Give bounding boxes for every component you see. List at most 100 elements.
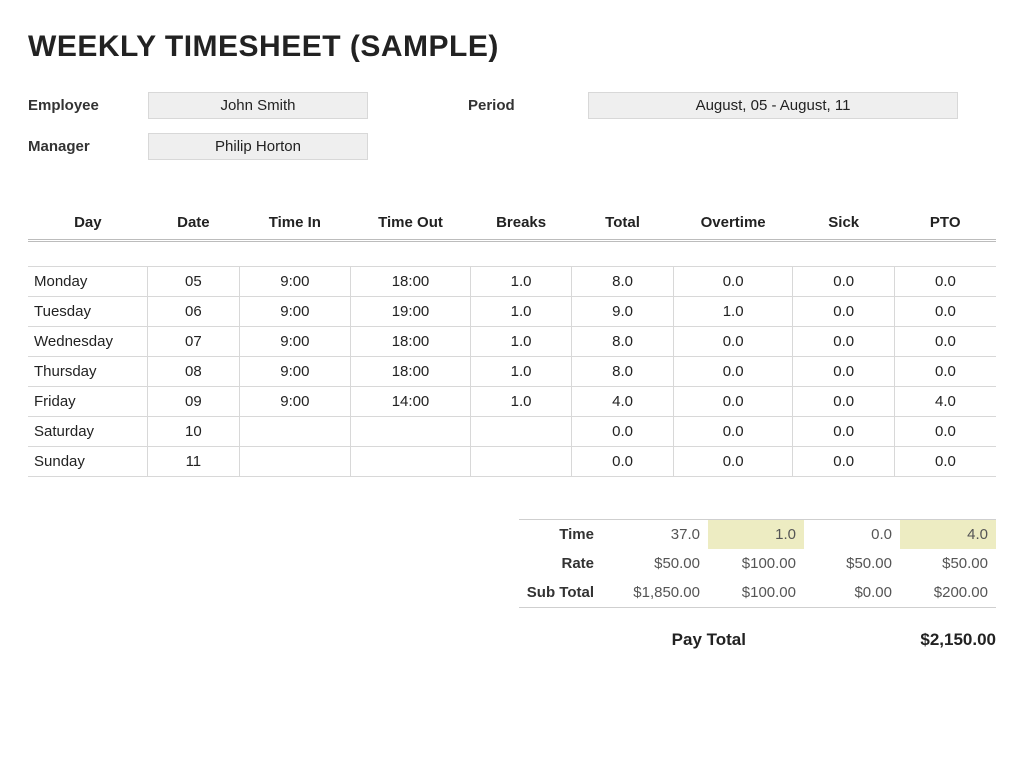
table-cell: Saturday	[28, 417, 148, 447]
table-header-row: Day Date Time In Time Out Breaks Total O…	[28, 208, 996, 241]
table-cell: 0.0	[894, 447, 996, 477]
table-cell: 0.0	[793, 267, 894, 297]
table-row: Friday099:0014:001.04.00.00.04.0	[28, 387, 996, 417]
period-label: Period	[468, 97, 588, 114]
summary-time-ot: 1.0	[708, 520, 804, 550]
employee-label: Employee	[28, 97, 148, 114]
col-time-in: Time In	[239, 208, 351, 241]
timesheet-table: Day Date Time In Time Out Breaks Total O…	[28, 208, 996, 477]
table-cell: 05	[148, 267, 239, 297]
table-cell: 1.0	[470, 327, 571, 357]
col-overtime: Overtime	[673, 208, 793, 241]
summary-rate-sick: $50.00	[804, 549, 900, 578]
table-cell: Monday	[28, 267, 148, 297]
table-cell	[470, 447, 571, 477]
table-cell: 11	[148, 447, 239, 477]
table-cell: 1.0	[470, 267, 571, 297]
period-value: August, 05 - August, 11	[588, 92, 958, 119]
table-cell: 0.0	[894, 417, 996, 447]
table-cell: 19:00	[351, 297, 471, 327]
table-cell: 0.0	[673, 417, 793, 447]
col-total: Total	[572, 208, 673, 241]
table-cell: 1.0	[470, 297, 571, 327]
summary-time-total: 37.0	[612, 520, 708, 550]
table-cell: Friday	[28, 387, 148, 417]
table-cell: 0.0	[673, 267, 793, 297]
summary-time-pto: 4.0	[900, 520, 996, 550]
pay-total-label: Pay Total	[672, 630, 746, 650]
table-cell: 1.0	[470, 387, 571, 417]
table-cell: 0.0	[894, 297, 996, 327]
col-sick: Sick	[793, 208, 894, 241]
table-row: Saturday100.00.00.00.0	[28, 417, 996, 447]
table-cell: 0.0	[673, 357, 793, 387]
table-row: Wednesday079:0018:001.08.00.00.00.0	[28, 327, 996, 357]
table-cell: Wednesday	[28, 327, 148, 357]
table-row: Sunday110.00.00.00.0	[28, 447, 996, 477]
table-cell: 9:00	[239, 327, 351, 357]
summary-rate-row: Rate $50.00 $100.00 $50.00 $50.00	[519, 549, 996, 578]
table-cell	[351, 417, 471, 447]
table-cell: 0.0	[673, 387, 793, 417]
table-cell: 0.0	[894, 327, 996, 357]
col-pto: PTO	[894, 208, 996, 241]
table-cell: 14:00	[351, 387, 471, 417]
table-cell: 0.0	[793, 327, 894, 357]
table-cell: Thursday	[28, 357, 148, 387]
pay-total-row: Pay Total $2,150.00	[28, 630, 996, 650]
table-cell: 8.0	[572, 327, 673, 357]
table-cell: 0.0	[894, 357, 996, 387]
table-cell: 0.0	[894, 267, 996, 297]
summary-time-label: Time	[519, 520, 612, 550]
table-cell: 8.0	[572, 267, 673, 297]
manager-value: Philip Horton	[148, 133, 368, 160]
col-date: Date	[148, 208, 239, 241]
summary-subtotal-label: Sub Total	[519, 578, 612, 608]
summary-rate-pto: $50.00	[900, 549, 996, 578]
table-cell: 0.0	[793, 387, 894, 417]
table-cell: 8.0	[572, 357, 673, 387]
table-cell: 08	[148, 357, 239, 387]
table-cell: 0.0	[793, 297, 894, 327]
table-cell: 18:00	[351, 357, 471, 387]
table-cell	[239, 447, 351, 477]
col-breaks: Breaks	[470, 208, 571, 241]
table-cell: 09	[148, 387, 239, 417]
page-title: WEEKLY TIMESHEET (SAMPLE)	[28, 30, 996, 64]
summary-rate-ot: $100.00	[708, 549, 804, 578]
table-cell: 0.0	[673, 447, 793, 477]
table-cell: 0.0	[572, 417, 673, 447]
table-cell: 9:00	[239, 267, 351, 297]
table-cell: 07	[148, 327, 239, 357]
table-row: Tuesday069:0019:001.09.01.00.00.0	[28, 297, 996, 327]
meta-grid: Employee John Smith Period August, 05 - …	[28, 92, 996, 160]
table-spacer-row	[28, 241, 996, 267]
summary-time-row: Time 37.0 1.0 0.0 4.0	[519, 520, 996, 550]
pay-total-value: $2,150.00	[876, 630, 996, 650]
summary-subtotal-row: Sub Total $1,850.00 $100.00 $0.00 $200.0…	[519, 578, 996, 608]
summary-subtotal-sick: $0.00	[804, 578, 900, 608]
table-cell: 18:00	[351, 327, 471, 357]
table-cell: 9:00	[239, 297, 351, 327]
table-cell: 1.0	[470, 357, 571, 387]
table-cell	[239, 417, 351, 447]
summary-subtotal-ot: $100.00	[708, 578, 804, 608]
table-cell: 0.0	[793, 357, 894, 387]
summary-time-sick: 0.0	[804, 520, 900, 550]
col-day: Day	[28, 208, 148, 241]
table-cell: 1.0	[673, 297, 793, 327]
table-cell: 9.0	[572, 297, 673, 327]
summary-table: Time 37.0 1.0 0.0 4.0 Rate $50.00 $100.0…	[519, 519, 996, 608]
table-row: Thursday089:0018:001.08.00.00.00.0	[28, 357, 996, 387]
summary-rate-label: Rate	[519, 549, 612, 578]
table-cell: 0.0	[793, 417, 894, 447]
table-cell: 06	[148, 297, 239, 327]
table-cell: 18:00	[351, 267, 471, 297]
table-cell	[351, 447, 471, 477]
table-cell: Sunday	[28, 447, 148, 477]
table-cell: 9:00	[239, 387, 351, 417]
table-cell: 0.0	[793, 447, 894, 477]
employee-value: John Smith	[148, 92, 368, 119]
summary-subtotal-pto: $200.00	[900, 578, 996, 608]
table-cell: 10	[148, 417, 239, 447]
